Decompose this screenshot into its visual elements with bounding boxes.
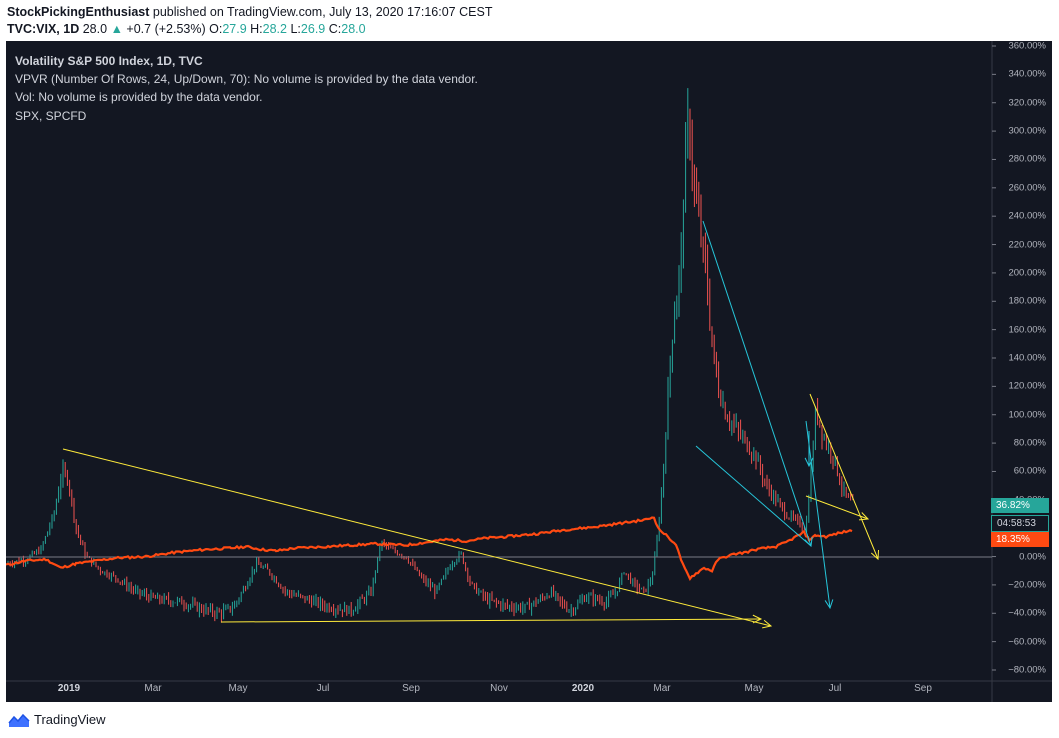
- legend-vpvr[interactable]: VPVR (Number Of Rows, 24, Up/Down, 70): …: [15, 72, 478, 87]
- chart-legend: Volatility S&P 500 Index, 1D, TVC VPVR (…: [15, 52, 478, 125]
- chart-pane[interactable]: Volatility S&P 500 Index, 1D, TVC VPVR (…: [6, 41, 1052, 702]
- publication-line: StockPickingEnthusiast published on Trad…: [7, 5, 492, 19]
- trend-line-arrowhead: [752, 614, 763, 624]
- trend-line: [62, 448, 772, 627]
- author-name[interactable]: StockPickingEnthusiast: [7, 5, 150, 19]
- up-arrow-icon: ▲: [110, 22, 123, 36]
- price-axis-label: −60.00%: [1008, 636, 1046, 648]
- time-axis-label: Sep: [402, 683, 420, 694]
- price-axis-label: 0.00%: [1019, 551, 1046, 563]
- price-axis-label: 280.00%: [1008, 153, 1046, 165]
- price-axis-label: 80.00%: [1013, 437, 1046, 449]
- change-value: +0.7 (+2.53%): [126, 22, 206, 36]
- time-axis-label: Mar: [144, 683, 162, 694]
- high-label: H:: [250, 22, 263, 36]
- close-label: C:: [328, 22, 342, 36]
- projection-line: [695, 445, 812, 547]
- time-axis-label: 2019: [57, 683, 81, 694]
- price-axis-label: 160.00%: [1008, 324, 1046, 336]
- time-axis-label: Jul: [828, 683, 842, 694]
- legend-volume[interactable]: Vol: No volume is provided by the data v…: [15, 90, 263, 105]
- trend-line-arrowhead: [762, 619, 773, 629]
- open-label: O:: [209, 22, 223, 36]
- price-axis-label: −40.00%: [1008, 607, 1046, 619]
- trend-line: [220, 618, 762, 623]
- countdown-badge: 04:58:53: [991, 515, 1049, 532]
- close-value: 28.0: [341, 22, 366, 36]
- trend-drawings[interactable]: [62, 220, 880, 629]
- time-axis-label: 2020: [571, 683, 595, 694]
- time-axis-label: Mar: [653, 683, 671, 694]
- high-value: 28.2: [262, 22, 287, 36]
- price-axis-label: 260.00%: [1008, 182, 1046, 194]
- brand-name[interactable]: TradingView: [34, 712, 106, 727]
- price-axis-label: 180.00%: [1008, 295, 1046, 307]
- time-axis-label: Sep: [914, 683, 932, 694]
- price-axis-label: 340.00%: [1008, 68, 1046, 80]
- price-axis-label: 200.00%: [1008, 267, 1046, 279]
- published-text: published on TradingView.com, July 13, 2…: [149, 5, 493, 19]
- time-axis-label: Nov: [490, 683, 508, 694]
- time-axis-label: Jul: [316, 683, 330, 694]
- last-price: 28.0: [82, 22, 108, 36]
- price-axis-label: −80.00%: [1008, 664, 1046, 676]
- footer: TradingView: [0, 702, 1059, 738]
- spx-line: [6, 516, 853, 581]
- price-axis-label: 120.00%: [1008, 380, 1046, 392]
- projection-line-arrowhead: [804, 457, 814, 468]
- price-axis-label: 220.00%: [1008, 239, 1046, 251]
- price-axis-label: 60.00%: [1013, 465, 1046, 477]
- time-axis-label: May: [228, 683, 248, 694]
- time-axis-label: May: [744, 683, 764, 694]
- price-axis-label: 300.00%: [1008, 125, 1046, 137]
- trend-line-arrowhead: [858, 512, 870, 521]
- symbol-label[interactable]: TVC:VIX, 1D: [7, 22, 80, 36]
- ohlc-line: TVC:VIX, 1D 28.0 ▲ +0.7 (+2.53%) O:27.9 …: [7, 22, 366, 36]
- low-value: 26.9: [300, 22, 326, 36]
- chart-plot[interactable]: [6, 41, 1052, 702]
- low-label: L:: [290, 22, 301, 36]
- vix-percent-badge: 36.82%: [991, 498, 1049, 513]
- price-axis-label: 140.00%: [1008, 352, 1046, 364]
- legend-spx[interactable]: SPX, SPCFD: [15, 108, 87, 123]
- price-axis-label: 360.00%: [1008, 40, 1046, 52]
- price-axis-label: −20.00%: [1008, 579, 1046, 591]
- price-axis[interactable]: 360.00% 340.00% 320.00% 300.00% 280.00% 260.0…: [992, 41, 1052, 681]
- open-value: 27.9: [222, 22, 247, 36]
- trend-line: [805, 495, 869, 520]
- price-axis-label: 100.00%: [1008, 409, 1046, 421]
- vix-bars: [7, 88, 854, 623]
- legend-title[interactable]: Volatility S&P 500 Index, 1D, TVC: [15, 54, 203, 68]
- projection-line-arrowhead: [824, 599, 834, 610]
- spx-percent-badge: 18.35%: [991, 532, 1049, 547]
- price-axis-label: 240.00%: [1008, 210, 1046, 222]
- tradingview-logo-icon[interactable]: [8, 712, 30, 728]
- projection-line: [702, 220, 812, 547]
- price-axis-label: 320.00%: [1008, 97, 1046, 109]
- trend-line-arrowhead: [870, 549, 880, 561]
- publication-header: StockPickingEnthusiast published on Trad…: [0, 0, 1059, 41]
- projection-line: [805, 420, 831, 609]
- trend-line: [809, 393, 879, 560]
